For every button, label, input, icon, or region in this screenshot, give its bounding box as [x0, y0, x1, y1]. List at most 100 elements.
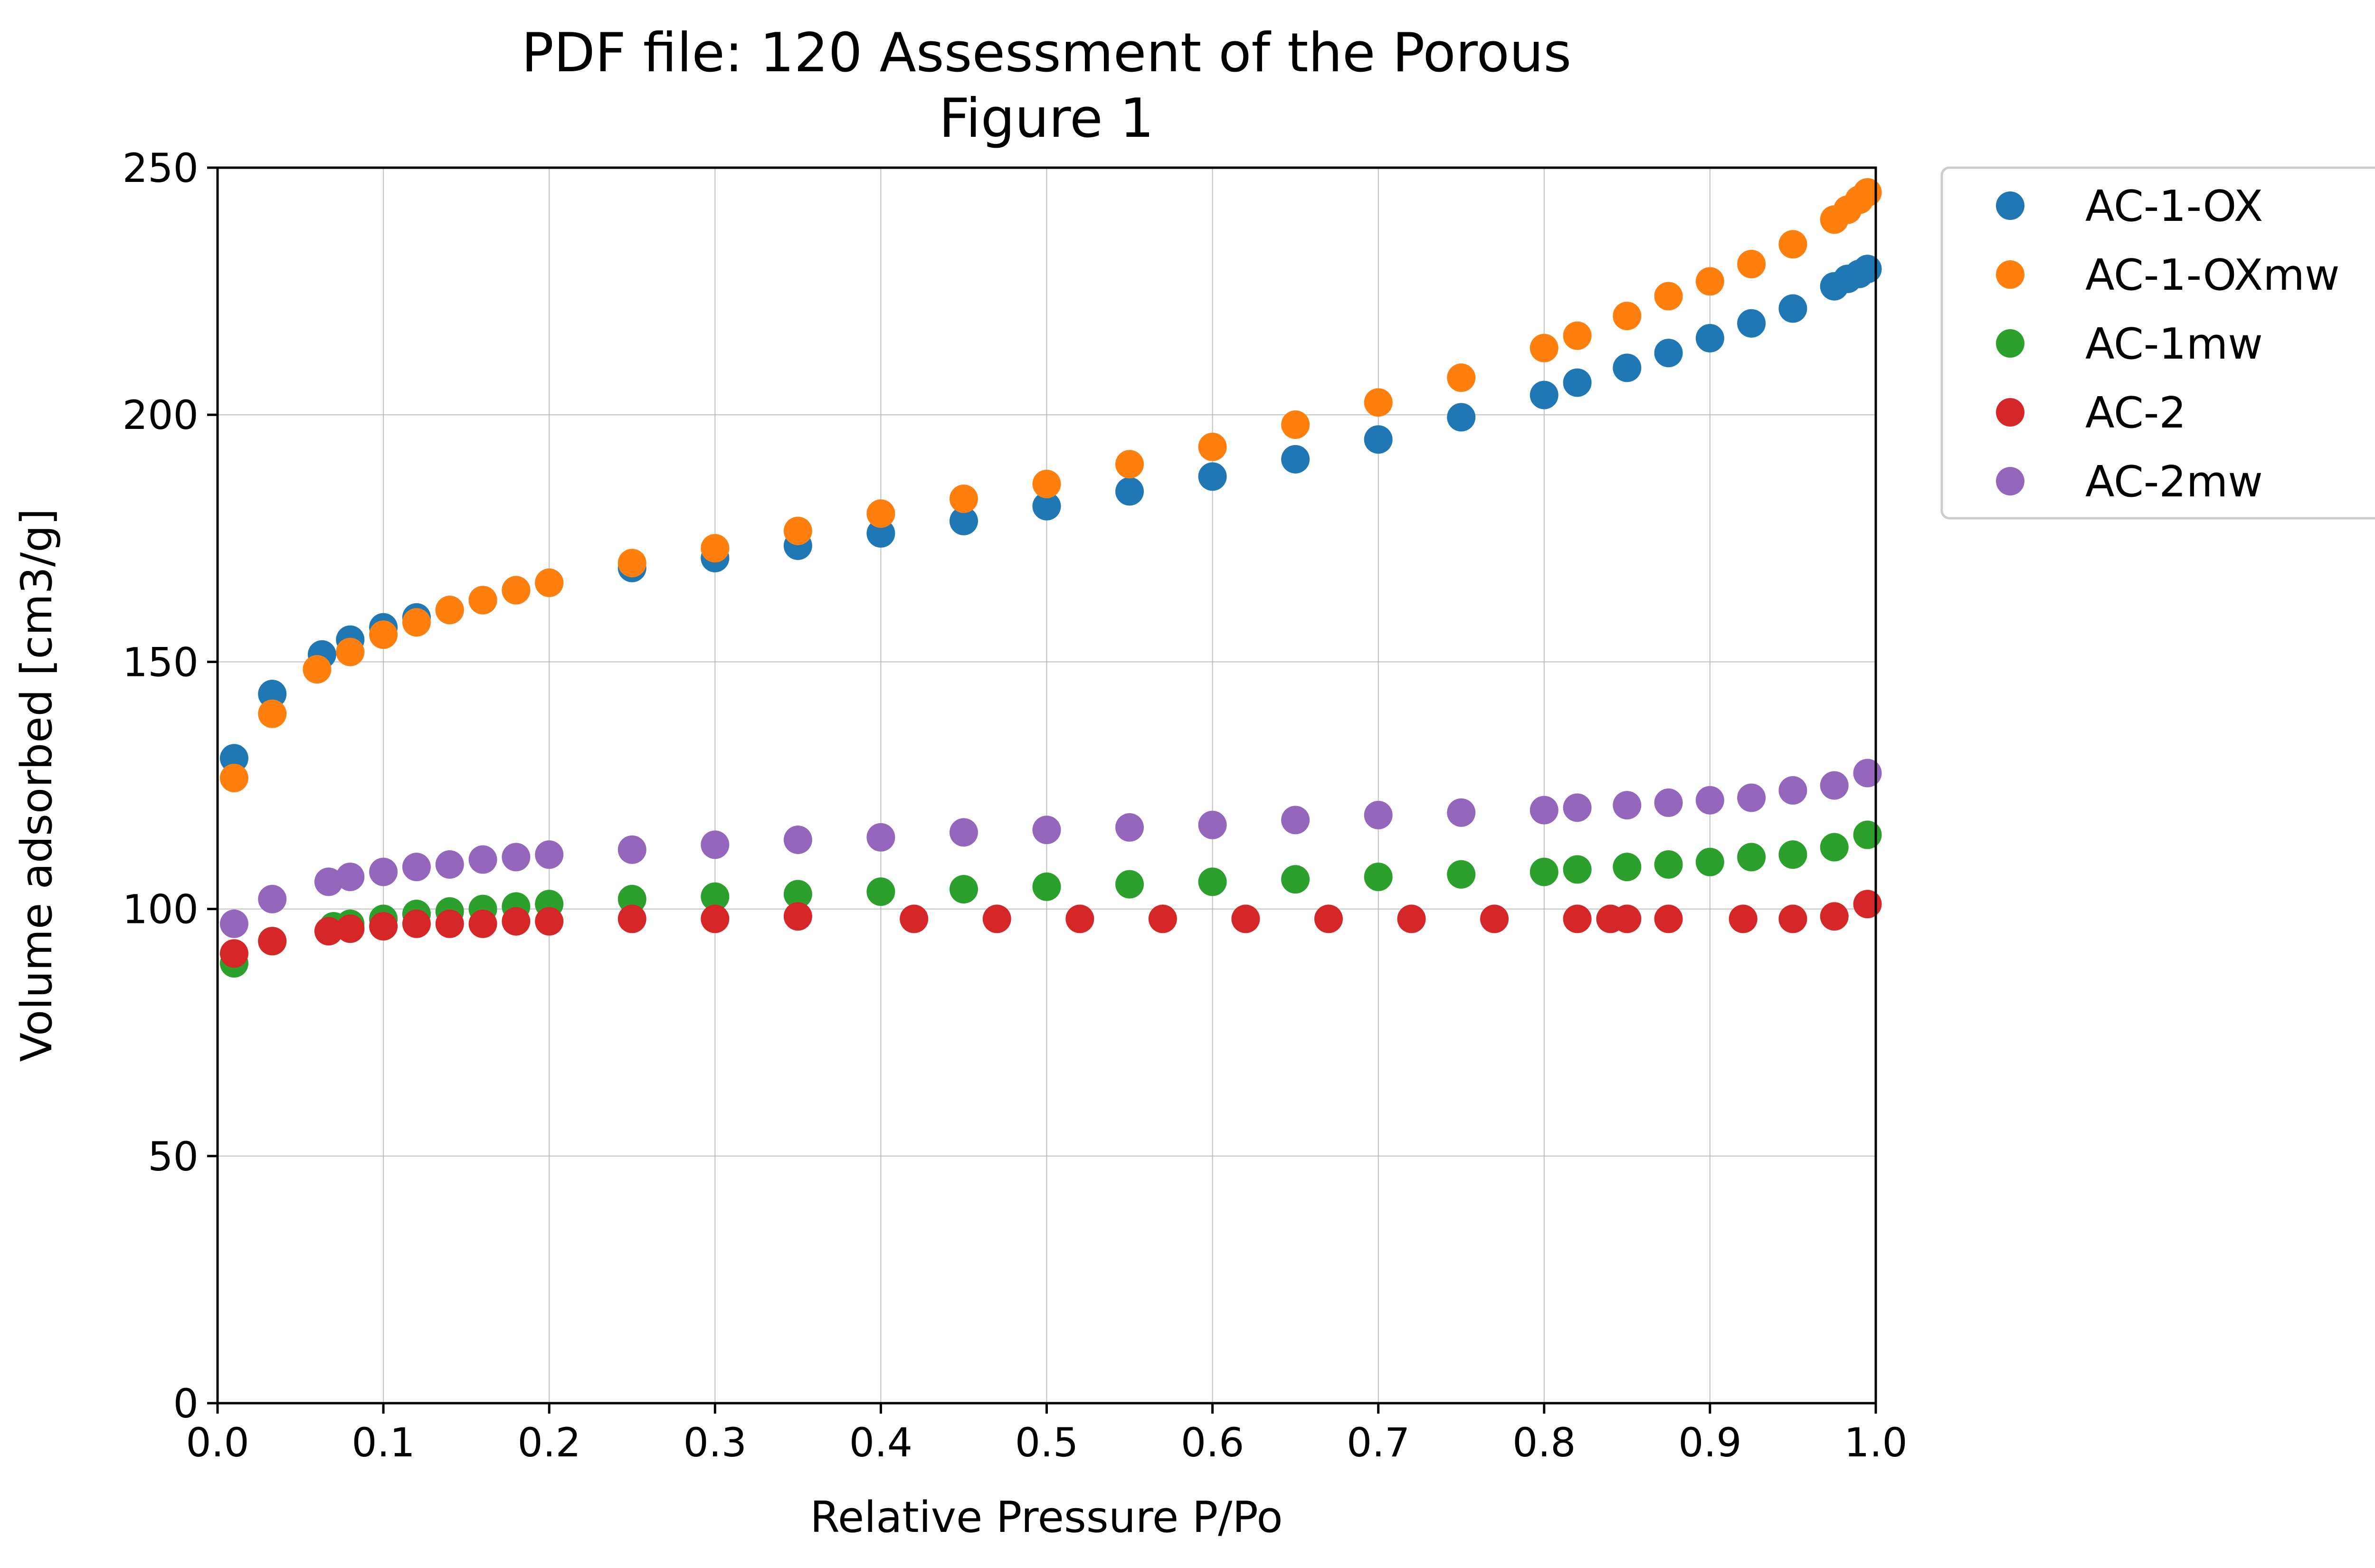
data-point [1281, 806, 1310, 835]
data-point [219, 939, 248, 968]
data-point [468, 845, 497, 874]
data-point [1820, 833, 1849, 862]
y-axis-ticks: 0 50 100 150 200 250 [123, 145, 218, 1427]
data-point [1530, 857, 1558, 886]
data-point [1364, 425, 1393, 454]
series-ac-2 [219, 890, 1882, 968]
data-point [618, 835, 646, 864]
x-axis-label: Relative Pressure P/Po [810, 1492, 1282, 1542]
legend-frame [1940, 166, 2375, 520]
data-point [1737, 309, 1766, 338]
data-point [219, 744, 248, 773]
data-point [1778, 776, 1807, 805]
data-point [1737, 843, 1766, 872]
data-point [336, 914, 365, 943]
data-point [1853, 890, 1882, 919]
data-point [1065, 904, 1094, 933]
data-point [783, 825, 812, 854]
data-point [866, 877, 895, 906]
data-point [949, 874, 978, 903]
x-tick-label: 0.9 [1678, 1419, 1742, 1466]
data-point [314, 867, 343, 896]
data-point [369, 857, 398, 886]
data-point [1737, 783, 1766, 812]
data-point [618, 549, 646, 578]
legend-entry: AC-1mw [1996, 319, 2263, 369]
series-ac-1-oxmw [219, 178, 1882, 792]
data-point [369, 912, 398, 941]
legend-entry: AC-1-OXmw [1996, 250, 2340, 300]
data-point [1778, 904, 1807, 933]
data-point [1778, 294, 1807, 323]
data-point [1198, 867, 1227, 896]
data-point [468, 909, 497, 938]
legend-marker [1996, 398, 2024, 427]
y-tick-label: 200 [123, 392, 199, 438]
data-point [1364, 388, 1393, 417]
data-point [1115, 450, 1144, 479]
legend-marker [1996, 260, 2024, 289]
data-point [1530, 380, 1558, 409]
data-point [1695, 847, 1724, 876]
y-tick-label: 50 [148, 1133, 199, 1180]
data-point [1778, 230, 1807, 259]
y-tick-label: 250 [123, 145, 199, 191]
data-point [1148, 904, 1177, 933]
data-point [535, 568, 564, 597]
data-point [1654, 904, 1683, 933]
legend-label: AC-1-OX [2085, 181, 2263, 231]
data-point [219, 909, 248, 938]
y-tick-label: 0 [173, 1380, 199, 1427]
data-point [949, 506, 978, 535]
data-point [701, 882, 730, 911]
data-point [701, 904, 730, 933]
data-point [402, 608, 431, 637]
data-point [336, 637, 365, 666]
data-point [435, 850, 464, 879]
data-point [783, 516, 812, 545]
data-point [949, 485, 978, 513]
data-point [1820, 902, 1849, 931]
data-point [982, 904, 1011, 933]
data-point [535, 907, 564, 936]
data-point [1364, 800, 1393, 829]
data-point [435, 596, 464, 625]
data-point [1654, 850, 1683, 879]
legend: AC-1-OX AC-1-OXmw AC-1mw AC-2 AC-2mw [1940, 166, 2375, 520]
data-point [1695, 323, 1724, 352]
legend-label: AC-2 [2085, 388, 2186, 438]
data-point [618, 904, 646, 933]
data-point [303, 655, 332, 684]
data-point [1695, 786, 1724, 815]
legend-label: AC-1-OXmw [2085, 250, 2340, 300]
data-point [369, 620, 398, 649]
data-point [1613, 904, 1642, 933]
data-point [1447, 798, 1476, 827]
data-point [402, 909, 431, 938]
x-tick-label: 0.1 [352, 1419, 415, 1466]
data-point [1530, 333, 1558, 362]
data-point [1654, 339, 1683, 368]
data-point [949, 818, 978, 847]
data-point [402, 853, 431, 882]
data-point [502, 576, 531, 605]
y-tick-label: 150 [123, 639, 199, 685]
legend-marker [1996, 329, 2024, 358]
data-points [219, 178, 1882, 978]
data-point [701, 534, 730, 563]
data-point [1281, 445, 1310, 474]
legend-label: AC-1mw [2085, 319, 2263, 369]
legend-entry: AC-2mw [1996, 457, 2263, 507]
data-point [336, 862, 365, 891]
data-point [1447, 363, 1476, 392]
data-point [1397, 904, 1426, 933]
x-tick-label: 0.3 [684, 1419, 747, 1466]
data-point [1480, 904, 1509, 933]
x-tick-label: 0.5 [1015, 1419, 1079, 1466]
x-tick-label: 0.7 [1347, 1419, 1410, 1466]
data-point [618, 884, 646, 913]
data-point [1820, 771, 1849, 800]
data-point [1563, 855, 1592, 884]
x-axis-ticks: 0.0 0.1 0.2 0.3 0.4 0.5 0.6 0.7 0.8 0.9 1.0 [186, 1403, 1908, 1466]
